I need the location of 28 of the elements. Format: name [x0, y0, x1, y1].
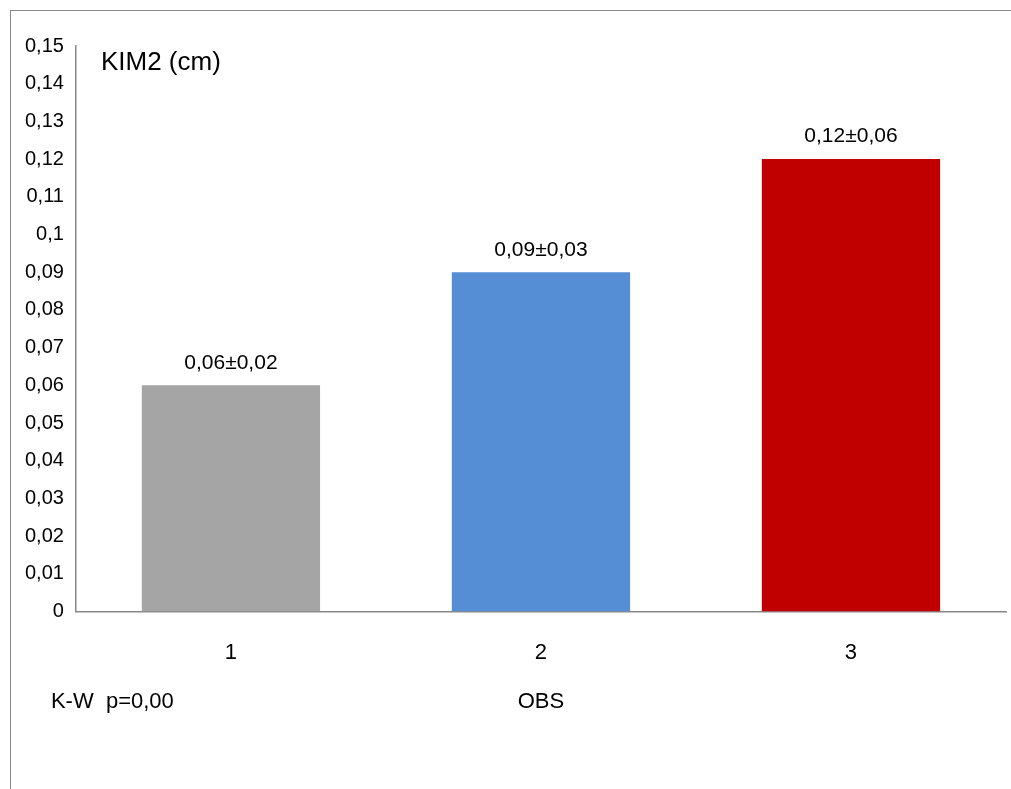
y-tick-label: 0,07: [24, 335, 64, 358]
bar: [761, 159, 941, 612]
y-tick-label: 0: [52, 599, 64, 622]
y-tick-label: 0,09: [24, 259, 64, 282]
x-tick-label: 3: [844, 638, 858, 664]
y-tick-label: 0,11: [26, 184, 64, 207]
data-label: 0,12±0,06: [804, 123, 898, 147]
y-tick-label: 0,03: [24, 486, 64, 508]
y-tick-label: 0,12: [24, 146, 64, 169]
y-tick-label: 0,08: [24, 297, 64, 320]
y-tick-label: 0,06: [24, 372, 64, 395]
y-tick-label: 0,15: [24, 33, 64, 56]
data-label: 0,09±0,03: [494, 236, 588, 260]
x-axis-title: OBS: [517, 687, 565, 713]
y-tick-label: 0,14: [24, 71, 64, 94]
y-tick-label: 0,13: [24, 108, 64, 131]
bar: [451, 272, 631, 612]
bar: [141, 385, 321, 612]
text: K-W p=0,00: [50, 687, 174, 713]
y-tick-label: 0,04: [24, 448, 64, 471]
y-tick-label: 0,02: [24, 523, 64, 546]
y-tick-label: 0,1: [36, 222, 64, 245]
x-tick-label: 1: [224, 638, 238, 664]
y-tick-label: 0,01: [24, 561, 64, 584]
chart-title: KIM2 (cm): [100, 46, 221, 77]
y-tick-label: 0,05: [24, 410, 64, 433]
data-label: 0,06±0,02: [184, 349, 278, 373]
x-tick-label: 2: [534, 638, 548, 664]
